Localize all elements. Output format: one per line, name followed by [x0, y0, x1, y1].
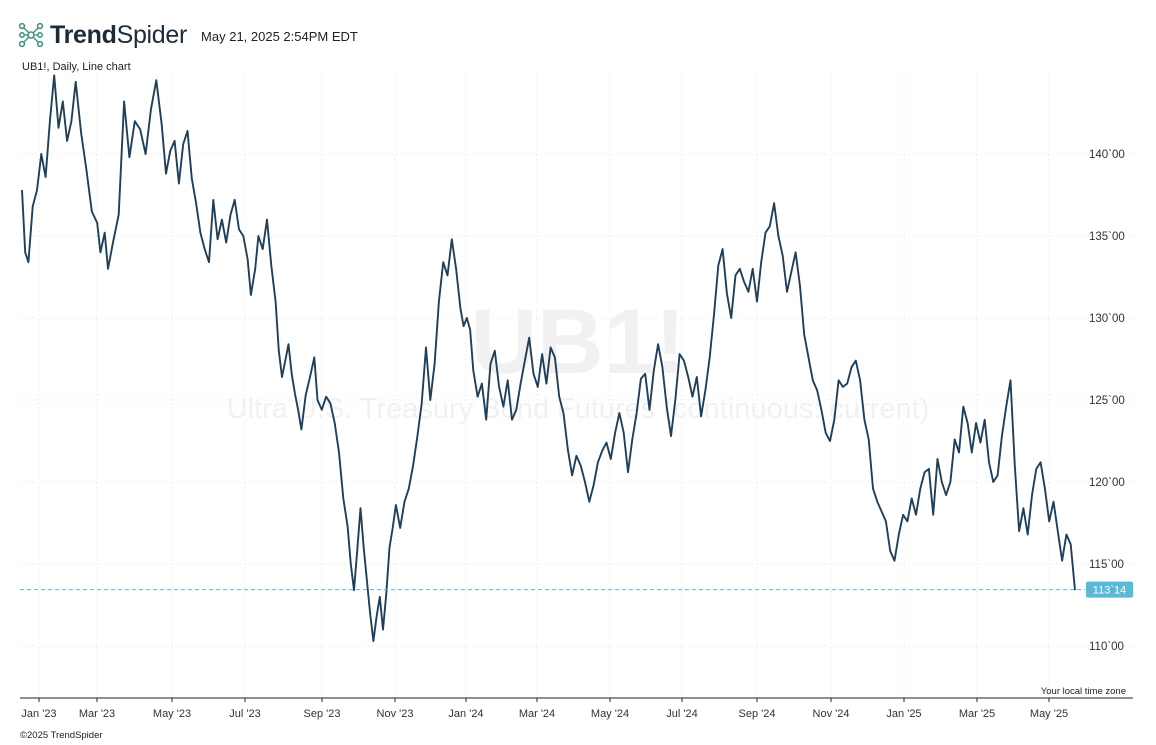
x-tick-label: Jan '23 [21, 708, 56, 720]
watermark: UB1! Ultra U.S. Treasury Bond Futures (c… [227, 291, 930, 425]
copyright: ©2025 TrendSpider [20, 730, 103, 741]
brand-logo: TrendSpider [50, 20, 188, 49]
x-tick-label: Jan '24 [448, 708, 483, 720]
y-axis-ticks: 110`00 115`00 120`00 125`00 130`00 135`00 140`… [1089, 149, 1125, 653]
header: TrendSpider May 21, 2025 2:54PM EDT [18, 18, 358, 52]
y-tick-label: 140`00 [1089, 149, 1125, 161]
timezone-note: Your local time zone [1040, 686, 1126, 697]
timestamp: May 21, 2025 2:54PM EDT [201, 28, 358, 44]
x-tick-label: Mar '25 [959, 708, 995, 720]
last-price-label: 113`14 [1093, 585, 1126, 597]
x-tick-label: Mar '24 [519, 708, 555, 720]
x-tick-label: May '23 [153, 708, 191, 720]
watermark-description: Ultra U.S. Treasury Bond Futures (contin… [227, 393, 930, 425]
watermark-symbol: UB1! [471, 291, 686, 393]
x-tick-label: May '24 [591, 708, 629, 720]
grid-lines [20, 75, 1133, 698]
x-tick-label: Jul '24 [666, 708, 697, 720]
x-tick-label: Jan '25 [886, 708, 921, 720]
y-tick-label: 135`00 [1089, 231, 1125, 243]
x-tick-label: Jul '23 [229, 708, 260, 720]
trendspider-network-icon [18, 22, 44, 48]
series-layer [21, 74, 1076, 643]
x-tick-label: Sep '24 [739, 708, 776, 720]
y-tick-label: 120`00 [1089, 477, 1125, 489]
y-tick-label: 110`00 [1089, 641, 1124, 653]
price-series-line [21, 74, 1076, 643]
y-tick-label: 130`00 [1089, 313, 1125, 325]
x-tick-label: Nov '24 [813, 708, 850, 720]
x-tick-label: May '25 [1030, 708, 1068, 720]
chart-subtitle: UB1!, Daily, Line chart [22, 61, 131, 73]
y-tick-label: 125`00 [1089, 395, 1125, 407]
x-axis-ticks: Jan '23 Mar '23 May '23 Jul '23 Sep '23 Nov '… [21, 708, 1068, 720]
y-tick-label: 115`00 [1089, 559, 1124, 571]
axes [20, 697, 1133, 702]
last-price-badge [1086, 581, 1133, 598]
last-price-marker: 113`14 [20, 581, 1133, 598]
x-tick-label: Sep '23 [304, 708, 341, 720]
x-tick-label: Mar '23 [79, 708, 115, 720]
x-tick-label: Nov '23 [377, 708, 414, 720]
